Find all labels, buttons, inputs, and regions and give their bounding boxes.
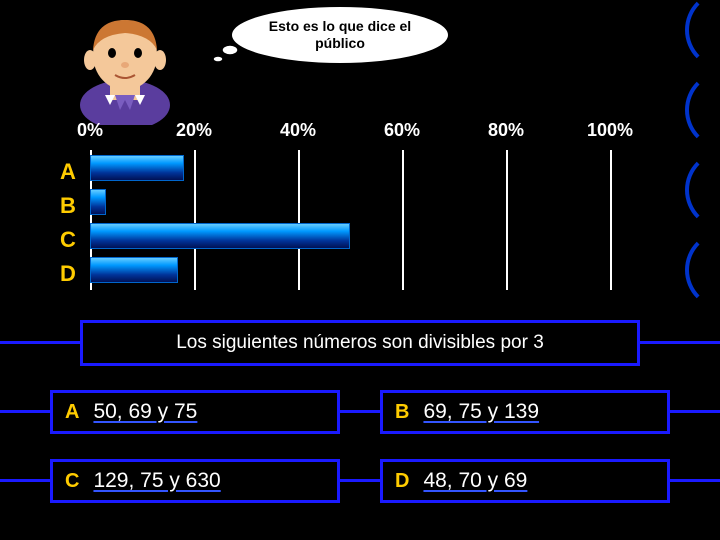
answer-b[interactable]: B 69, 75 y 139 [380, 390, 670, 434]
answer-letter: C [65, 470, 79, 493]
poll-bar [90, 223, 350, 249]
poll-bar [90, 189, 106, 215]
grid-line [610, 150, 612, 290]
x-axis-label: 20% [176, 120, 212, 141]
poll-chart: 0%20%40%60%80%100% ABCD [60, 120, 620, 295]
y-axis-label: B [60, 189, 85, 223]
host-avatar [60, 5, 190, 125]
speech-tail [210, 45, 240, 65]
answer-letter: B [395, 401, 409, 424]
speech-text: Esto es lo que dice el público [252, 18, 428, 52]
speech-bubble: Esto es lo que dice el público [230, 5, 450, 65]
y-axis-label: C [60, 223, 85, 257]
answer-letter: A [65, 401, 79, 424]
x-axis-label: 60% [384, 120, 420, 141]
x-axis-label: 0% [77, 120, 103, 141]
x-axis-label: 80% [488, 120, 524, 141]
x-axis-label: 40% [280, 120, 316, 141]
answer-d[interactable]: D 48, 70 y 69 [380, 459, 670, 503]
answer-a[interactable]: A 50, 69 y 75 [50, 390, 340, 434]
poll-bar [90, 257, 178, 283]
decorative-arcs [660, 0, 720, 310]
answer-c[interactable]: C 129, 75 y 630 [50, 459, 340, 503]
x-axis-label: 100% [587, 120, 633, 141]
question-box: Los siguientes números son divisibles po… [80, 320, 640, 366]
y-axis-label: D [60, 257, 85, 291]
answer-text: 129, 75 y 630 [93, 469, 220, 493]
answer-letter: D [395, 470, 409, 493]
y-axis-label: A [60, 155, 85, 189]
question-text: Los siguientes números son divisibles po… [176, 332, 544, 354]
answer-text: 69, 75 y 139 [423, 400, 539, 424]
answer-text: 50, 69 y 75 [93, 400, 197, 424]
answer-text: 48, 70 y 69 [423, 469, 527, 493]
poll-bar [90, 155, 184, 181]
